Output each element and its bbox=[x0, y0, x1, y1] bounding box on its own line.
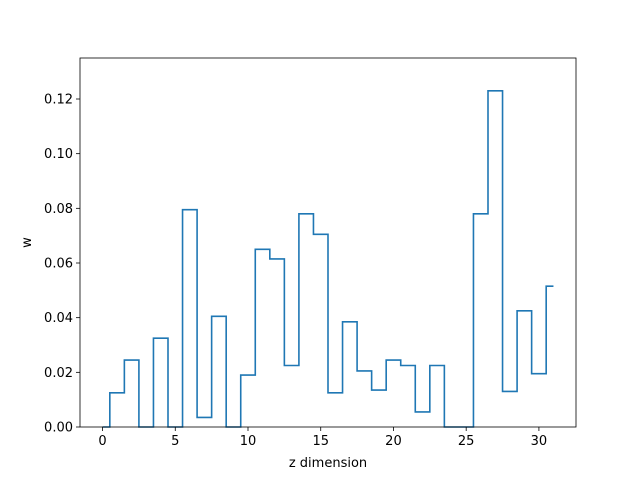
x-axis: 0 5 10 15 20 25 30 bbox=[98, 427, 547, 449]
y-axis-label: w bbox=[20, 237, 35, 248]
y-tick-label: 0.04 bbox=[44, 311, 73, 326]
plot-frame bbox=[79, 57, 577, 428]
y-axis: 0.00 0.02 0.04 0.06 0.08 0.10 0.12 bbox=[44, 93, 80, 436]
x-tick-label: 0 bbox=[98, 434, 106, 449]
y-tick-label: 0.08 bbox=[44, 202, 73, 217]
y-tick-label: 0.12 bbox=[44, 93, 73, 108]
x-axis-label: z dimension bbox=[289, 456, 367, 471]
y-tick-label: 0.00 bbox=[44, 421, 73, 436]
x-tick-label: 30 bbox=[531, 434, 548, 449]
x-tick-label: 25 bbox=[458, 434, 475, 449]
x-tick-label: 15 bbox=[312, 434, 329, 449]
x-tick-label: 20 bbox=[385, 434, 402, 449]
x-tick-label: 5 bbox=[171, 434, 179, 449]
y-tick-label: 0.10 bbox=[44, 147, 73, 162]
y-tick-label: 0.06 bbox=[44, 257, 73, 272]
x-tick-label: 10 bbox=[240, 434, 257, 449]
y-tick-label: 0.02 bbox=[44, 366, 73, 381]
